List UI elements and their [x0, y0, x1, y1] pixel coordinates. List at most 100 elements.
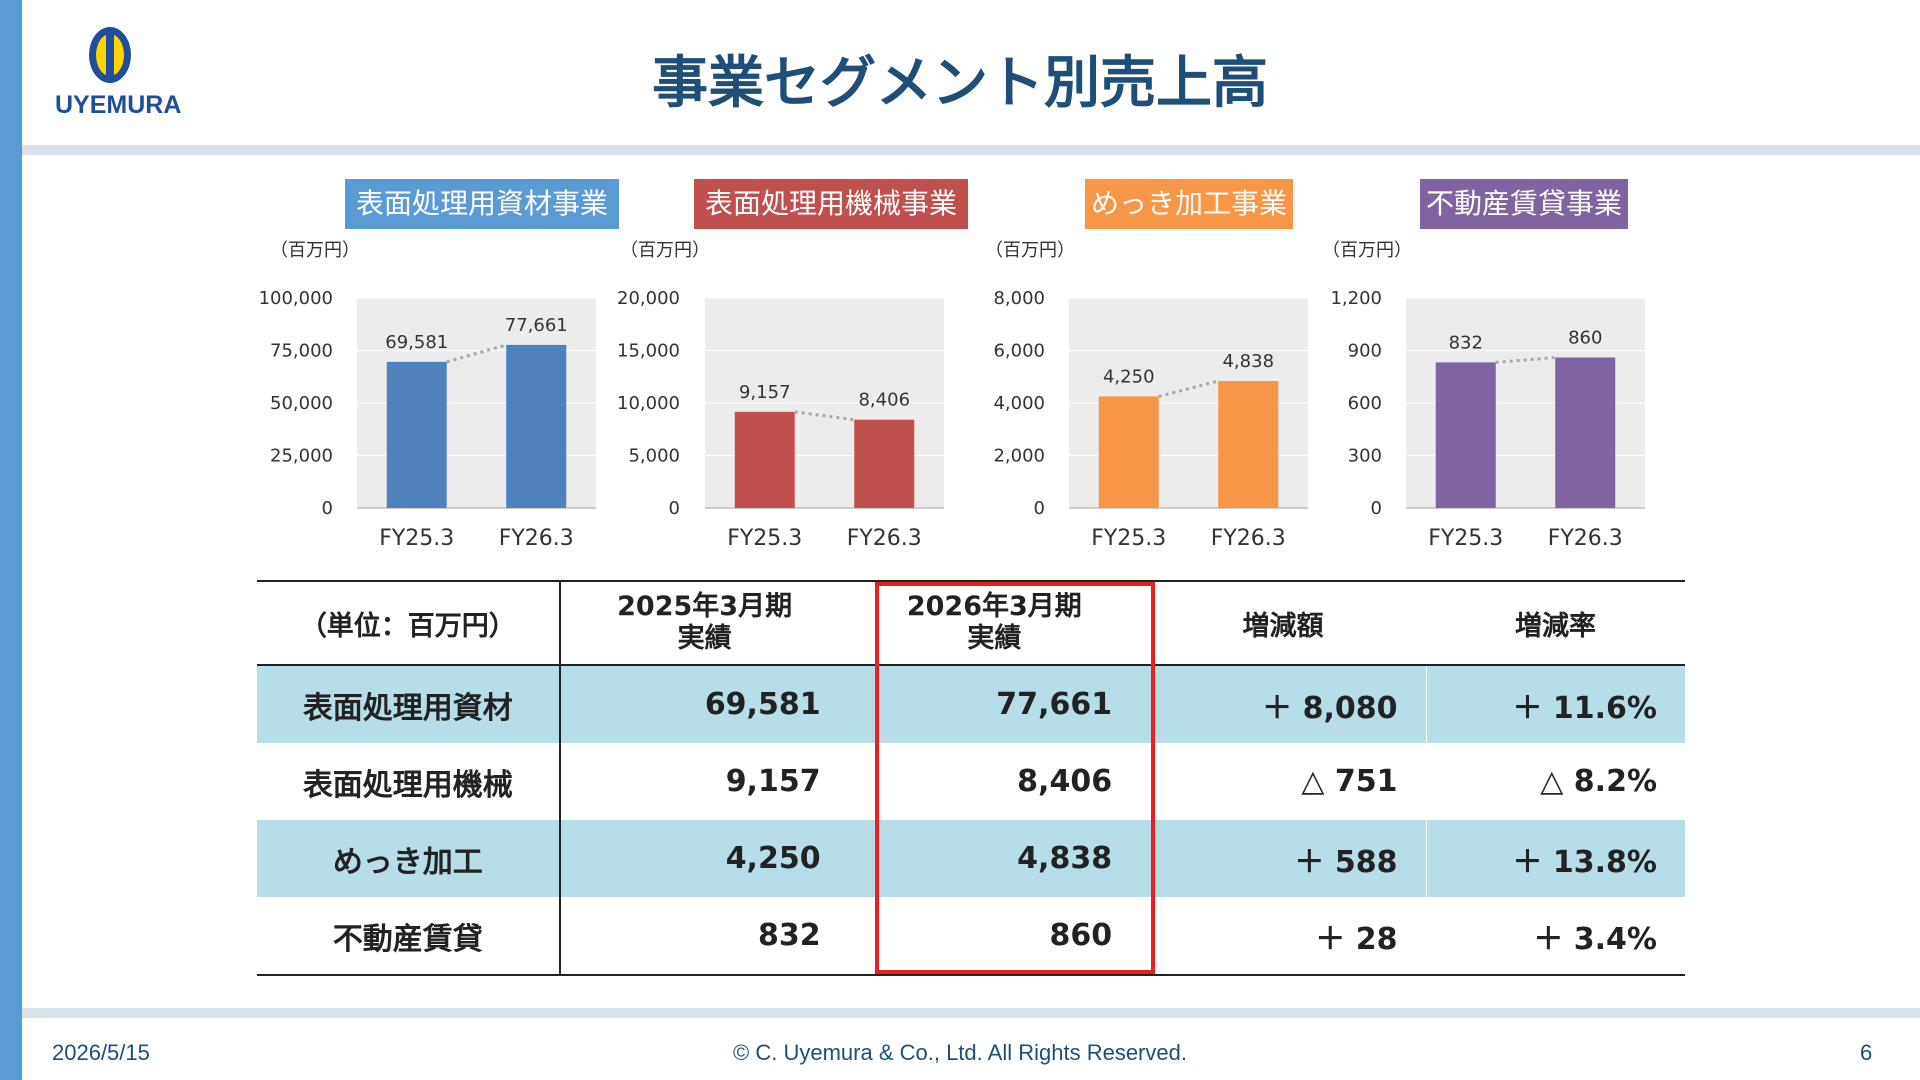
value-fy2026: 4,838	[848, 820, 1141, 897]
y-tick-label: 8,000	[993, 288, 1045, 309]
x-tick-label: FY25.3	[379, 526, 454, 551]
y-tick-label: 15,000	[617, 341, 680, 362]
y-tick-label: 600	[1348, 393, 1382, 414]
x-tick-label: FY26.3	[1211, 526, 1286, 551]
y-tick-label: 50,000	[270, 393, 333, 414]
segment-name: めっき加工	[257, 820, 561, 897]
trend-connector	[446, 343, 507, 364]
y-tick-label: 100,000	[259, 288, 333, 309]
change-amount: ＋ 588	[1140, 820, 1427, 897]
left-accent-bar	[0, 0, 22, 1080]
x-tick-label: FY25.3	[1091, 526, 1166, 551]
value-fy2025: 69,581	[559, 665, 849, 743]
footer-copyright: © C. Uyemura & Co., Ltd. All Rights Rese…	[733, 1040, 1187, 1065]
table-row: 表面処理用機械 9,157 8,406 △ 751 △ 8.2%	[257, 743, 1685, 820]
bar-FY25.3	[386, 361, 447, 508]
fy2026-highlight-box	[875, 582, 1155, 974]
data-label: 9,157	[739, 382, 791, 403]
bar-FY26.3	[1218, 381, 1279, 508]
y-tick-label: 1,200	[1330, 288, 1382, 309]
segment-charts: 0 25,000 50,000 75,000 100,000 69,581 FY25.3 77…	[259, 288, 1645, 551]
trend-connector	[794, 410, 855, 422]
value-fy2026: 860	[848, 897, 1141, 976]
data-label: 4,250	[1103, 366, 1155, 387]
y-tick-label: 75,000	[270, 341, 333, 362]
data-label: 4,838	[1222, 351, 1274, 372]
change-amount: △ 751	[1140, 743, 1427, 820]
value-fy2025: 4,250	[559, 820, 849, 897]
segment-sales-table: （単位：百万円） 2025年3月期 実績 2026年3月期 実績 増減額 増減率…	[257, 580, 1685, 976]
unit-label: （百万円）	[985, 240, 1075, 261]
table-row: 表面処理用資材 69,581 77,661 ＋ 8,080 ＋ 11.6%	[257, 665, 1685, 743]
value-fy2026: 8,406	[1017, 764, 1113, 799]
change-rate: ＋ 13.8%	[1426, 820, 1685, 897]
x-tick-label: FY25.3	[727, 526, 802, 551]
table-header-row: （単位：百万円） 2025年3月期 実績 2026年3月期 実績 増減額 増減率	[257, 580, 1685, 666]
change-amount: ＋ 28	[1140, 897, 1427, 976]
data-label: 832	[1449, 332, 1483, 353]
unit-label: （百万円）	[1322, 240, 1412, 261]
y-tick-label: 300	[1348, 446, 1382, 467]
segment-name: 不動産賃貸	[257, 897, 561, 976]
header-fy2026: 2026年3月期 実績	[848, 580, 1141, 666]
logo-emblem-icon	[89, 27, 131, 83]
header-change-amount: 増減額	[1140, 580, 1426, 666]
y-tick-label: 0	[322, 498, 333, 519]
page-number: 6	[1860, 1040, 1873, 1065]
table-row: 不動産賃貸 832 860 ＋ 28 ＋ 3.4%	[257, 897, 1685, 976]
bar-FY25.3	[1098, 396, 1159, 508]
data-label: 69,581	[385, 332, 448, 353]
x-tick-label: FY26.3	[499, 526, 574, 551]
footer-date: 2026/5/15	[52, 1040, 150, 1065]
bar-FY26.3	[854, 419, 915, 508]
bar-FY26.3	[506, 344, 567, 508]
chart-label-materials: 表面処理用資材事業	[345, 179, 619, 229]
footer-divider	[22, 1008, 1920, 1018]
company-logo: UYEMURA	[55, 25, 182, 125]
y-tick-label: 900	[1348, 341, 1382, 362]
chart-label-machinery: 表面処理用機械事業	[694, 179, 968, 229]
unit-label: （百万円）	[620, 240, 710, 261]
y-tick-label: 6,000	[993, 341, 1045, 362]
data-label: 8,406	[858, 390, 910, 411]
y-tick-label: 2,000	[993, 446, 1045, 467]
bar-FY25.3	[1435, 362, 1496, 508]
x-tick-label: FY26.3	[1548, 526, 1623, 551]
y-tick-label: 0	[669, 498, 680, 519]
logo-text: UYEMURA	[55, 91, 182, 119]
trend-connector	[1495, 356, 1556, 364]
change-rate: ＋ 11.6%	[1426, 665, 1685, 743]
table-row: めっき加工 4,250 4,838 ＋ 588 ＋ 13.8%	[257, 820, 1685, 897]
chart-label-real-estate: 不動産賃貸事業	[1420, 179, 1628, 229]
x-tick-label: FY25.3	[1428, 526, 1503, 551]
change-rate: ＋ 3.4%	[1426, 897, 1685, 976]
header-unit: （単位：百万円）	[257, 580, 561, 666]
header-divider	[22, 145, 1920, 155]
header-fy2025: 2025年3月期 実績	[559, 580, 849, 666]
change-rate: △ 8.2%	[1540, 764, 1657, 799]
trend-connector	[1158, 379, 1219, 398]
data-label: 860	[1568, 328, 1602, 349]
bar-FY25.3	[734, 411, 795, 508]
page-title: 事業セグメント別売上高	[652, 51, 1268, 116]
chart-label-plating: めっき加工事業	[1085, 179, 1293, 229]
value-fy2025: 832	[559, 897, 849, 976]
segment-name: 表面処理用資材	[257, 665, 561, 743]
y-tick-label: 5,000	[628, 446, 680, 467]
header-change-rate: 増減率	[1426, 580, 1685, 666]
bar-FY26.3	[1555, 357, 1616, 508]
data-label: 77,661	[505, 315, 568, 336]
y-tick-label: 4,000	[993, 393, 1045, 414]
value-fy2026: 77,661	[848, 665, 1141, 743]
unit-label: （百万円）	[270, 240, 360, 261]
x-tick-label: FY26.3	[847, 526, 922, 551]
y-tick-label: 25,000	[270, 446, 333, 467]
change-amount: ＋ 8,080	[1140, 665, 1427, 743]
segment-name: 表面処理用機械	[257, 743, 561, 820]
y-tick-label: 0	[1371, 498, 1382, 519]
value-fy2025: 9,157	[725, 764, 821, 799]
header-unit-text: （単位：百万円）	[299, 610, 516, 642]
y-tick-label: 0	[1034, 498, 1045, 519]
y-tick-label: 20,000	[617, 288, 680, 309]
y-tick-label: 10,000	[617, 393, 680, 414]
